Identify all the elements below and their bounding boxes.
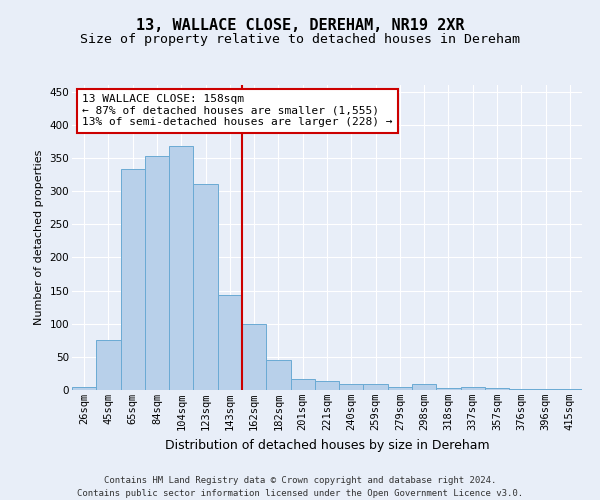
Bar (364, 384, 388, 390)
Bar (145, 156, 169, 390)
Text: 13, WALLACE CLOSE, DEREHAM, NR19 2XR: 13, WALLACE CLOSE, DEREHAM, NR19 2XR (136, 18, 464, 32)
Bar (72, 386, 96, 390)
Y-axis label: Number of detached properties: Number of detached properties (34, 150, 44, 325)
Bar (242, 324, 266, 390)
Bar (436, 388, 461, 390)
Bar (290, 378, 315, 390)
Bar (266, 360, 290, 390)
Text: 13 WALLACE CLOSE: 158sqm
← 87% of detached houses are smaller (1,555)
13% of sem: 13 WALLACE CLOSE: 158sqm ← 87% of detach… (82, 94, 392, 128)
Bar (388, 388, 412, 390)
Text: Contains HM Land Registry data © Crown copyright and database right 2024.
Contai: Contains HM Land Registry data © Crown c… (77, 476, 523, 498)
Bar (339, 384, 364, 390)
Text: Size of property relative to detached houses in Dereham: Size of property relative to detached ho… (80, 32, 520, 46)
Bar (121, 169, 145, 390)
Bar (461, 386, 485, 390)
Bar (485, 388, 509, 390)
Bar (193, 184, 218, 390)
Bar (315, 382, 339, 390)
Bar (96, 340, 121, 390)
Bar (169, 146, 193, 390)
X-axis label: Distribution of detached houses by size in Dereham: Distribution of detached houses by size … (164, 438, 490, 452)
Bar (509, 388, 533, 390)
Bar (218, 294, 242, 390)
Bar (412, 384, 436, 390)
